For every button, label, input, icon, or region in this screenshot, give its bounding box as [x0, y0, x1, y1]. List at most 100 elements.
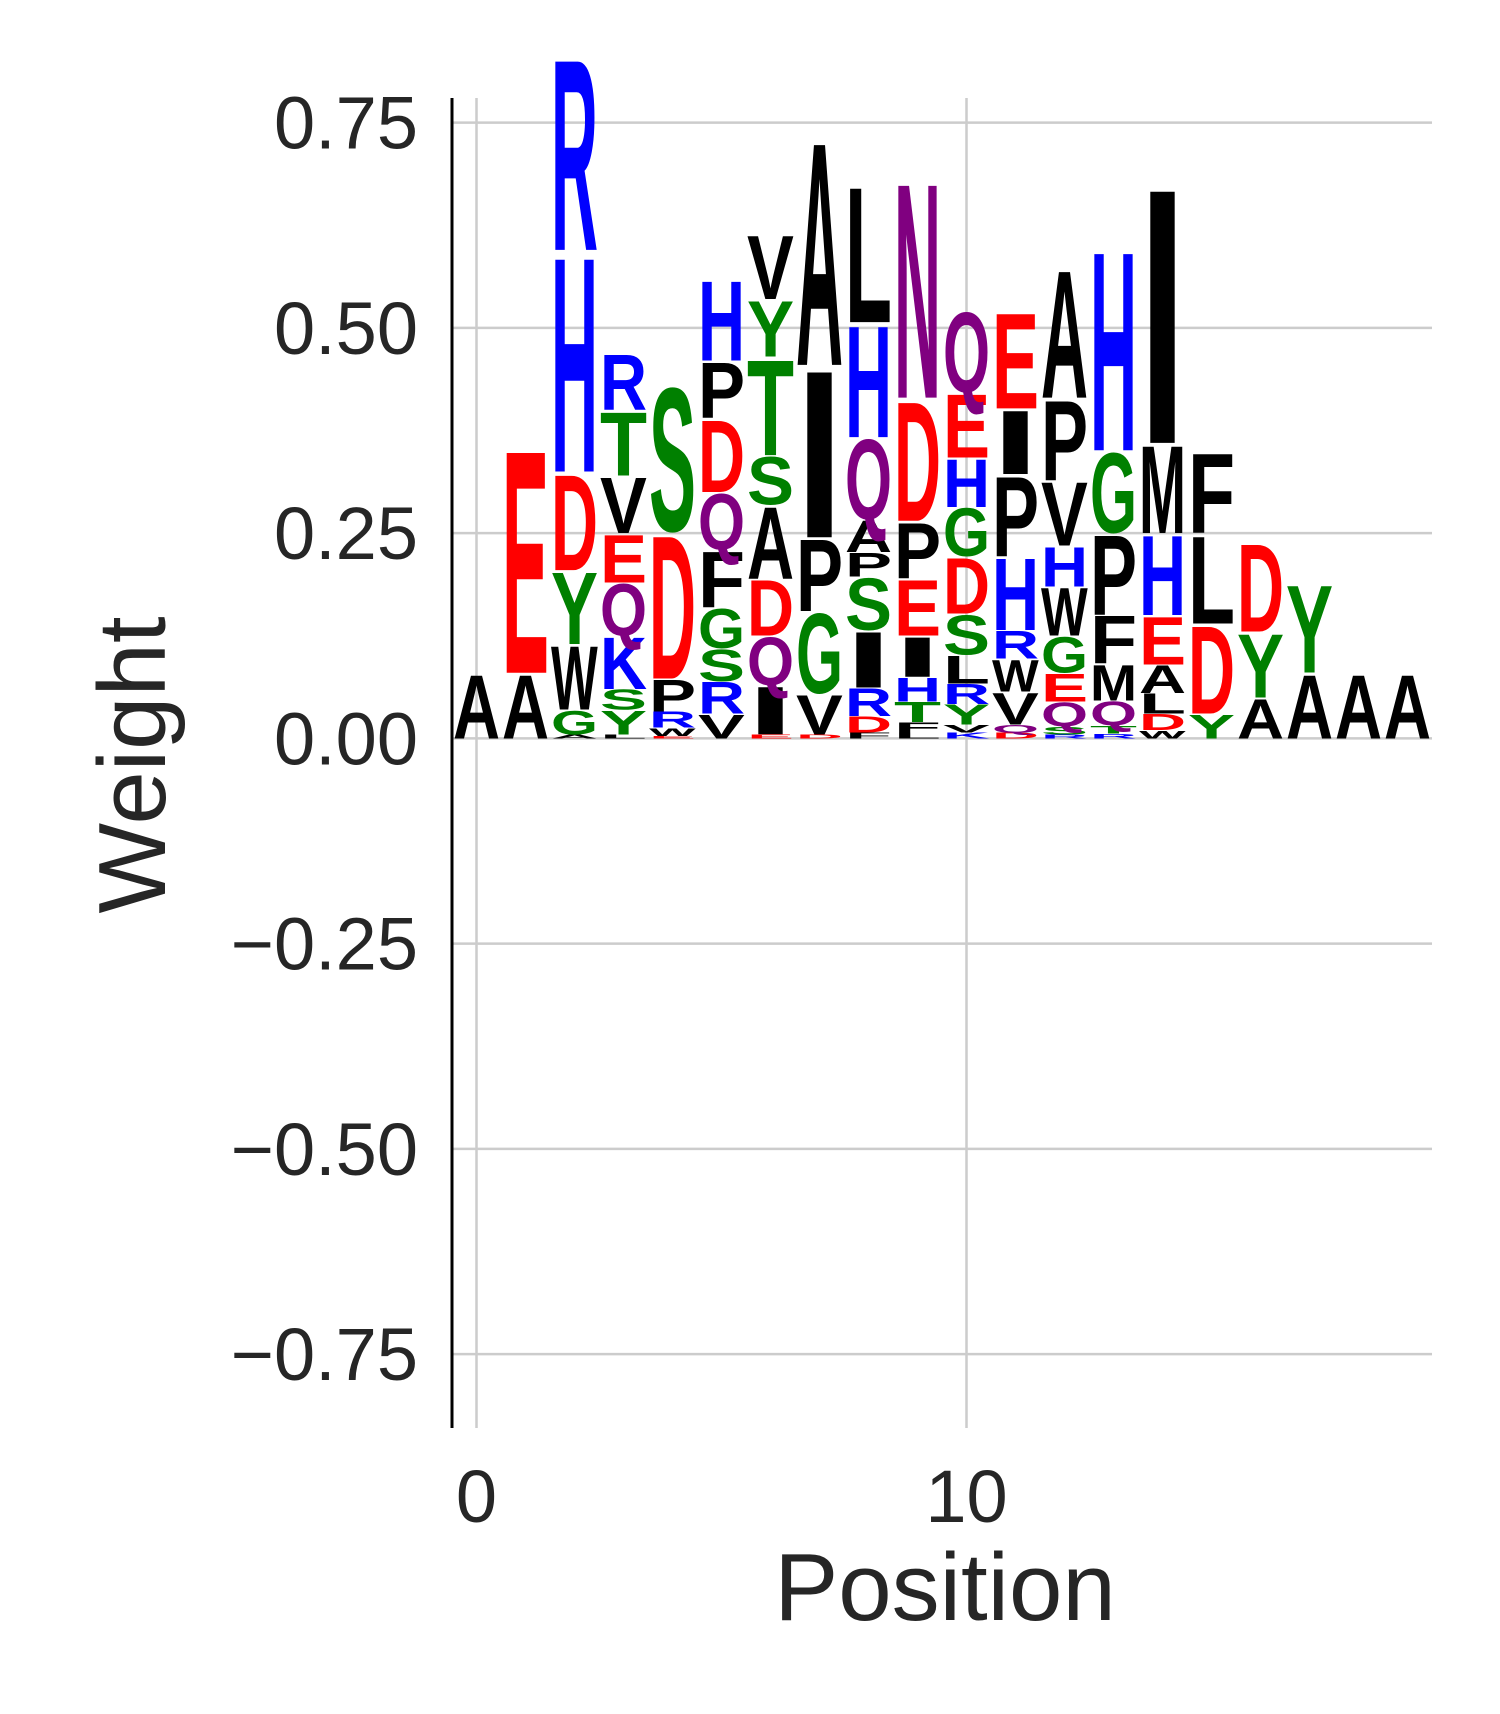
logo-letter-P-pos-11: P: [992, 454, 1039, 581]
logo-letter-glyph: P: [1090, 512, 1137, 639]
logo-letter-glyph: N: [894, 121, 941, 464]
logo-letter-E-pos-10: E: [943, 376, 990, 478]
logo-letter-R-pos-12: R: [1041, 733, 1088, 739]
x-tick-label: 10: [925, 1455, 1007, 1538]
logo-letter-glyph: D: [698, 400, 745, 515]
logo-letter-glyph: M: [1139, 420, 1186, 561]
logo-letter-glyph: H: [1041, 535, 1088, 598]
logo-letter-A-pos-14: A: [1139, 658, 1186, 702]
logo-letter-glyph: E: [894, 564, 941, 653]
logo-letter-D-pos-14: D: [1139, 710, 1186, 735]
logo-letter-S-pos-10: S: [943, 603, 990, 667]
logo-letter-V-pos-12: V: [1041, 464, 1088, 566]
logo-letter-T-pos-3: T: [600, 394, 647, 496]
logo-letter-glyph: H: [1090, 192, 1137, 510]
logo-letter-glyph: Y: [1286, 559, 1333, 700]
logo-letter-A-pos-2: A: [551, 733, 598, 739]
y-tick-label: −0.25: [231, 903, 418, 986]
x-axis-label: Position: [774, 1534, 1116, 1641]
logo-letter-glyph: H: [845, 293, 892, 471]
logo-letter-glyph: E: [943, 376, 990, 478]
logo-letter-L-pos-14: L: [1139, 688, 1186, 720]
logo-letter-glyph: R: [1041, 733, 1088, 739]
logo-letter-A-pos-7: A: [796, 75, 843, 433]
logo-letter-W-pos-4: W: [649, 725, 696, 738]
logo-letter-glyph: G: [796, 591, 843, 718]
logo-letter-H-pos-12: H: [1041, 535, 1088, 598]
logo-letter-Q-pos-5: Q: [698, 479, 745, 568]
logo-letter-glyph: E: [1041, 666, 1088, 711]
logo-letter-Q-pos-3: Q: [600, 570, 647, 652]
logo-letter-glyph: A: [1237, 687, 1284, 750]
logo-letter-glyph: D: [894, 368, 941, 558]
logo-letter-glyph: H: [992, 538, 1039, 653]
logo-letter-glyph: Q: [845, 417, 892, 544]
logo-letter-glyph: D: [1188, 602, 1235, 741]
logo-letter-V-pos-5: V: [698, 707, 745, 745]
logo-letter-A-pos-6: A: [747, 486, 794, 601]
logo-letter-A-pos-16: A: [1237, 687, 1284, 750]
logo-letter-T-pos-9: T: [894, 696, 941, 728]
y-tick-label: −0.75: [231, 1313, 418, 1396]
logo-letter-Q-pos-10: Q: [943, 289, 990, 416]
logo-letter-glyph: R: [845, 681, 892, 725]
logo-letter-E-pos-12: E: [1041, 666, 1088, 711]
logo-letter-S-pos-12: S: [1041, 724, 1088, 737]
logo-letter-glyph: Y: [747, 285, 794, 374]
logo-letter-glyph: S: [943, 603, 990, 667]
logo-letter-glyph: W: [1041, 574, 1088, 651]
logo-letter-glyph: Y: [1188, 708, 1235, 746]
logo-letter-E-pos-1: E: [502, 384, 549, 740]
y-tick-label: 0.00: [274, 697, 418, 780]
logo-letter-glyph: Q: [698, 479, 745, 568]
logo-letter-glyph: V: [943, 722, 990, 735]
logo-letter-V-pos-7: V: [796, 683, 843, 747]
logo-letter-glyph: D: [943, 542, 990, 631]
logo-letter-glyph: E: [1139, 602, 1186, 679]
logo-letter-glyph: T: [894, 696, 941, 728]
logo-letter-D-pos-10: D: [943, 542, 990, 631]
logo-letter-glyph: S: [1041, 724, 1088, 737]
y-tick-label: 0.50: [274, 287, 418, 370]
grid-layer: [452, 98, 1432, 1428]
logo-letter-E-pos-6: E: [747, 733, 794, 739]
logo-letter-glyph: D: [1237, 520, 1284, 659]
logo-letter-I-pos-9: I: [894, 625, 941, 689]
logo-letter-glyph: W: [992, 651, 1039, 702]
logo-letter-Y-pos-6: Y: [747, 285, 794, 374]
logo-letter-glyph: K: [943, 731, 991, 740]
logo-letter-glyph: I: [1139, 114, 1186, 521]
logo-letter-S-pos-6: S: [747, 442, 794, 519]
logo-letter-glyph: F: [1188, 430, 1235, 558]
logo-letter-S-pos-8: S: [845, 564, 892, 646]
logo-letter-glyph: E: [600, 520, 647, 597]
logo-letter-P-pos-5: P: [698, 346, 745, 435]
logo-letter-glyph: H: [698, 258, 745, 386]
logo-letter-E-pos-14: E: [1139, 602, 1186, 679]
logo-letter-glyph: P: [845, 546, 892, 584]
logo-letter-glyph: W: [649, 725, 696, 738]
logo-letter-glyph: T: [1090, 723, 1138, 736]
logo-letter-glyph: T: [600, 394, 647, 496]
logo-letter-P-pos-9: P: [894, 506, 941, 595]
logo-letter-I-pos-6: I: [747, 673, 794, 749]
logo-letter-D-pos-5: D: [698, 400, 745, 515]
logo-letter-glyph: A: [1335, 656, 1382, 758]
logo-letter-glyph: P: [992, 454, 1039, 581]
logo-letter-glyph: A: [796, 75, 843, 433]
logo-letter-D-pos-7: D: [796, 733, 843, 739]
logo-letter-glyph: F: [894, 719, 941, 736]
logo-letter-N-pos-9: N: [894, 121, 941, 464]
logo-letter-glyph: W: [551, 628, 598, 730]
logo-letter-F-pos-15: F: [1188, 430, 1235, 558]
logo-letter-L-pos-15: L: [1188, 511, 1235, 651]
logo-letter-glyph: A: [1041, 234, 1088, 438]
logo-letter-glyph: A: [502, 656, 549, 758]
logo-letter-glyph: L: [1139, 688, 1186, 720]
logo-letter-P-pos-8: P: [845, 546, 892, 584]
logo-letter-glyph: P: [649, 670, 696, 721]
logo-letter-glyph: A: [1139, 658, 1186, 702]
logo-letter-D-pos-8: D: [845, 713, 892, 738]
logo-letter-glyph: D: [992, 731, 1039, 740]
